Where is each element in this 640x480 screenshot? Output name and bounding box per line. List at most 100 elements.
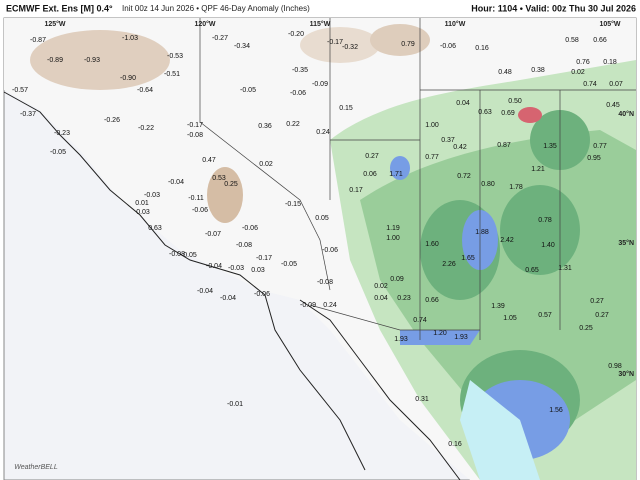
anomaly-value: -0.04 [197,288,213,295]
anomaly-value: -0.09 [300,302,316,309]
anomaly-value: 1.05 [503,315,517,322]
anomaly-value: 0.79 [401,41,415,48]
anomaly-value: 0.78 [538,217,552,224]
anomaly-value: -0.34 [234,43,250,50]
anomaly-value: -0.17 [187,122,203,129]
anomaly-value: 0.05 [315,215,329,222]
anomaly-value: -0.08 [169,251,185,258]
anomaly-value: -0.01 [227,401,243,408]
anomaly-value: 0.17 [349,187,363,194]
anomaly-value: 1.39 [491,303,505,310]
anomaly-value: -0.04 [220,295,236,302]
anomaly-value: 1.21 [531,166,545,173]
longitude-label: 105°W [599,20,620,28]
latitude-label: 40°N [618,110,634,118]
anomaly-value: 0.24 [316,129,330,136]
coastline [3,91,366,471]
anomaly-value: -0.90 [120,75,136,82]
anomaly-value: 0.04 [374,295,388,302]
anomaly-value: 0.06 [363,171,377,178]
anomaly-value: 0.65 [525,267,539,274]
anomaly-value: 0.01 [135,200,149,207]
anomaly-value: -0.89 [47,57,63,64]
anomaly-value: -0.04 [206,263,222,270]
anomaly-value: -0.22 [138,125,154,132]
logo: WeatherBELL [14,464,58,471]
anomaly-value: 0.98 [608,363,622,370]
latitude-label: 30°N [618,370,634,378]
anomaly-value: 1.65 [461,255,475,262]
anomaly-value: 0.23 [397,295,411,302]
header-bar [0,0,640,18]
anomaly-value: -0.06 [290,90,306,97]
anomaly-value: 0.38 [531,67,545,74]
anomaly-value: -0.57 [12,87,28,94]
anomaly-value: 0.18 [603,59,617,66]
anomaly-value: 0.87 [497,142,511,149]
longitude-label: 110°W [445,20,466,28]
anomaly-value: 0.27 [590,298,604,305]
valid-info: Hour: 1104 • Valid: 00z Thu 30 Jul 2026 [471,3,636,13]
anomaly-value: -0.93 [84,57,100,64]
anomaly-value: 0.58 [565,37,579,44]
anomaly-value: 1.19 [386,225,400,232]
anomaly-value: 0.03 [136,209,150,216]
graticule-labels: 125°W 120°W 115°W 110°W 105°W 40°N 35°N 30°N [44,20,634,378]
anomaly-value: 0.74 [413,317,427,324]
latitude-label: 35°N [618,239,634,247]
anomaly-value: 0.16 [475,45,489,52]
anomaly-value: -0.06 [242,225,258,232]
anomaly-value: 0.27 [365,153,379,160]
anomaly-value: -0.06 [440,43,456,50]
anomaly-value: 0.02 [374,283,388,290]
anomaly-value: 0.77 [425,154,439,161]
anomaly-value: -1.03 [122,35,138,42]
anomaly-value: -0.07 [205,231,221,238]
anomaly-value: 0.69 [501,110,515,117]
map-area [3,17,637,480]
anomaly-value: 0.72 [457,173,471,180]
value-labels: -0.87 -1.03 -0.89 -0.93 -0.53 -0.90 -0.51 -0.64… [12,31,623,448]
anomaly-value: -0.26 [104,117,120,124]
anomaly-value: 1.71 [389,171,403,178]
anomaly-value: -0.06 [322,247,338,254]
anomaly-value: -0.17 [256,255,272,262]
anomaly-value: 1.93 [394,336,408,343]
anomaly-value: 1.35 [543,143,557,150]
anomaly-value: 0.02 [571,69,585,76]
anomaly-value: -0.08 [187,132,203,139]
anomaly-value: -0.53 [167,53,183,60]
anomaly-value: -0.35 [292,67,308,74]
anomaly-value: 0.76 [576,59,590,66]
longitude-label: 115°W [310,20,331,28]
anomaly-value: 2.42 [500,237,514,244]
anomaly-value: 0.77 [593,143,607,150]
anomaly-value: 1.78 [509,184,523,191]
anomaly-value: -0.23 [54,130,70,137]
anomaly-value: -0.03 [228,265,244,272]
anomaly-value: 0.66 [593,37,607,44]
init-info: Init 00z 14 Jun 2026 • QPF 46-Day Anomal… [122,4,310,13]
anomaly-value: 0.03 [251,267,265,274]
anomaly-value: 0.09 [390,276,404,283]
anomaly-value: -0.09 [312,81,328,88]
anomaly-value: 1.60 [425,241,439,248]
anomaly-value: 1.20 [433,330,447,337]
anomaly-value: 0.24 [323,302,337,309]
anomaly-value: 1.56 [549,407,563,414]
anomaly-value: 0.80 [481,181,495,188]
anomaly-value: -0.64 [137,87,153,94]
longitude-label: 120°W [194,20,215,28]
anomaly-value: 0.53 [212,175,226,182]
anomaly-value: 0.74 [583,81,597,88]
anomaly-value: 0.16 [448,441,462,448]
anomaly-value: 0.63 [478,109,492,116]
anomaly-value: 0.22 [286,121,300,128]
anomaly-value: 0.42 [453,144,467,151]
anomaly-value: 0.07 [609,81,623,88]
anomaly-value: 0.25 [224,181,238,188]
state-borders [199,18,636,340]
anomaly-value: 0.57 [538,312,552,319]
model-name: ECMWF Ext. Ens [M] 0.4° [6,3,113,13]
